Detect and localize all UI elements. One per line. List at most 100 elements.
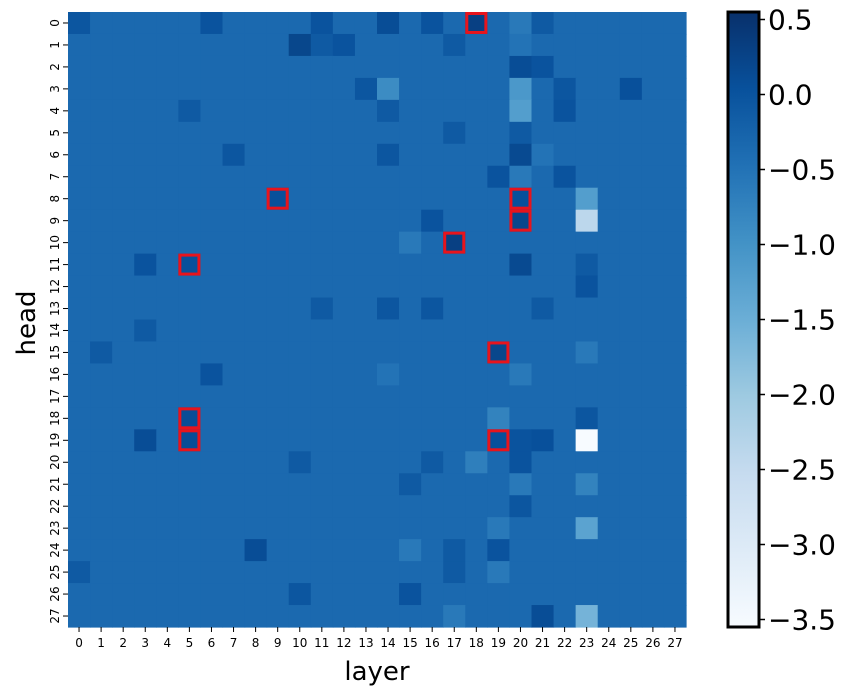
heatmap-cell xyxy=(619,297,643,321)
heatmap-cell xyxy=(597,55,621,79)
heatmap-cell xyxy=(222,341,246,365)
heatmap-cell xyxy=(156,143,179,167)
heatmap-cell xyxy=(112,451,135,474)
heatmap-cell xyxy=(222,253,246,277)
heatmap-cell xyxy=(597,473,621,496)
heatmap-cell xyxy=(619,605,643,628)
heatmap-cell xyxy=(200,539,224,562)
heatmap-cell xyxy=(156,363,179,386)
heatmap-cell xyxy=(399,297,422,321)
x-tick-label: 11 xyxy=(314,636,329,650)
heatmap-cell xyxy=(200,385,224,408)
heatmap-cell xyxy=(377,363,400,386)
heatmap-cell xyxy=(354,209,378,233)
heatmap-cell xyxy=(465,561,488,584)
heatmap-cell xyxy=(112,429,135,452)
heatmap-cell xyxy=(266,495,290,518)
heatmap-cell xyxy=(575,209,599,233)
heatmap-cell xyxy=(200,363,224,386)
heatmap-cell xyxy=(597,231,621,255)
heatmap-cell xyxy=(663,55,687,79)
heatmap-cell xyxy=(156,297,179,321)
heatmap-cell xyxy=(90,539,113,562)
heatmap-cell xyxy=(663,231,687,255)
heatmap-cell xyxy=(178,187,202,211)
heatmap-cell xyxy=(134,143,157,167)
heatmap-cell xyxy=(399,561,422,584)
heatmap-cell xyxy=(399,165,422,189)
heatmap-cell xyxy=(178,583,202,606)
heatmap-cell xyxy=(266,385,290,408)
heatmap-cell xyxy=(619,253,643,277)
heatmap-cell xyxy=(531,429,555,452)
heatmap-cell xyxy=(619,561,643,584)
heatmap-cell xyxy=(112,77,135,101)
heatmap-cell xyxy=(421,363,444,386)
heatmap-cell xyxy=(663,121,687,145)
heatmap-cell xyxy=(531,341,555,365)
heatmap-cell xyxy=(266,12,290,35)
heatmap-cell xyxy=(465,517,488,540)
heatmap-cell xyxy=(178,33,202,57)
heatmap-cell xyxy=(288,55,312,79)
heatmap-cell xyxy=(575,517,599,540)
heatmap-cell xyxy=(200,429,224,452)
heatmap-cell xyxy=(244,473,268,496)
heatmap-cell xyxy=(575,55,599,79)
heatmap-cell xyxy=(68,77,91,101)
heatmap-cell xyxy=(90,319,113,343)
heatmap-cell xyxy=(663,517,687,540)
highlight-boxes xyxy=(178,12,532,452)
heatmap-cell xyxy=(156,407,179,430)
heatmap-cell xyxy=(112,561,135,584)
heatmap-cell xyxy=(465,253,488,277)
heatmap-cell xyxy=(156,209,179,233)
heatmap-cell xyxy=(575,341,599,365)
heatmap-cell xyxy=(377,77,400,101)
heatmap-cell xyxy=(134,341,157,365)
heatmap-cell xyxy=(641,275,665,299)
heatmap-cell xyxy=(354,55,378,79)
x-tick-label: 12 xyxy=(336,636,351,650)
heatmap-cell xyxy=(399,407,422,430)
y-tick-label: 9 xyxy=(48,217,62,225)
heatmap-cell xyxy=(156,495,179,518)
heatmap-cell xyxy=(377,275,400,299)
heatmap-cell xyxy=(112,385,135,408)
heatmap-cell xyxy=(288,605,312,628)
heatmap-cell xyxy=(354,319,378,343)
heatmap-cell xyxy=(575,297,599,321)
heatmap-cell xyxy=(421,209,444,233)
heatmap-cell xyxy=(354,385,378,408)
heatmap-cell xyxy=(509,209,533,233)
heatmap-cell xyxy=(178,165,202,189)
heatmap-cell xyxy=(443,143,466,167)
heatmap-cell xyxy=(553,451,577,474)
heatmap-cell xyxy=(354,12,378,35)
heatmap-cell xyxy=(332,319,356,343)
heatmap-cell xyxy=(377,165,400,189)
heatmap-cell xyxy=(288,231,312,255)
heatmap-cell xyxy=(421,12,444,35)
colorbar-tick-label: 0.5 xyxy=(768,4,813,37)
heatmap-cell xyxy=(112,583,135,606)
heatmap-cell xyxy=(310,99,334,123)
heatmap-cell xyxy=(332,385,356,408)
heatmap-cell xyxy=(575,275,599,299)
heatmap-cell xyxy=(553,99,577,123)
heatmap-cell xyxy=(509,319,533,343)
heatmap-cell xyxy=(288,33,312,57)
heatmap-cell xyxy=(377,297,400,321)
heatmap-cell xyxy=(487,187,511,211)
heatmap-cell xyxy=(421,55,444,79)
heatmap-cell xyxy=(332,407,356,430)
heatmap-cell xyxy=(641,55,665,79)
heatmap-cell xyxy=(178,209,202,233)
heatmap-cell xyxy=(222,231,246,255)
x-tick-label: 9 xyxy=(274,636,282,650)
heatmap-cell xyxy=(575,495,599,518)
heatmap-cell xyxy=(156,429,179,452)
heatmap-cell xyxy=(443,165,466,189)
heatmap-cell xyxy=(134,473,157,496)
y-tick-label: 18 xyxy=(48,411,62,426)
